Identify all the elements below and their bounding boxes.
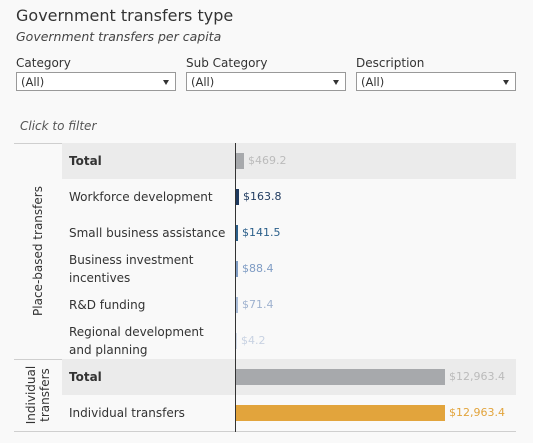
group-individual[interactable]: Individual transfers — [14, 359, 62, 431]
value-label: $163.8 — [243, 190, 282, 203]
bar[interactable] — [236, 369, 445, 385]
filter-category-label: Category — [16, 56, 71, 70]
bar[interactable] — [236, 189, 239, 205]
value-label: $12,963.4 — [449, 406, 505, 419]
chevron-down-icon — [333, 80, 339, 85]
chevron-down-icon — [163, 80, 169, 85]
row-label: Total — [69, 370, 102, 384]
value-label: $141.5 — [242, 226, 281, 239]
filter-sub-category-label: Sub Category — [186, 56, 268, 70]
value-label: $4.2 — [241, 334, 266, 347]
row-label: Total — [69, 154, 102, 168]
value-label: $88.4 — [242, 262, 274, 275]
row-label: Workforce development — [69, 190, 213, 204]
filter-description-value: (All) — [361, 75, 385, 89]
table-bottom-border — [14, 431, 516, 432]
table-row[interactable]: Total — [62, 143, 516, 179]
group-label-individual: Individual transfers — [24, 365, 52, 425]
value-label: $469.2 — [248, 154, 287, 167]
bar[interactable] — [236, 405, 445, 421]
row-label: Small business assistance — [69, 226, 226, 240]
filter-category: Category (All) — [16, 56, 176, 91]
row-label: R&D funding — [69, 298, 146, 312]
page-subtitle: Government transfers per capita — [16, 29, 222, 44]
group-place-based[interactable]: Place-based transfers — [14, 143, 62, 359]
filter-description: Description (All) — [356, 56, 516, 91]
bar[interactable] — [236, 333, 237, 349]
table-row[interactable]: Individual transfers — [62, 395, 516, 431]
filter-sub-category: Sub Category (All) — [186, 56, 346, 91]
value-label: $71.4 — [242, 298, 274, 311]
row-label: Individual transfers — [69, 406, 185, 420]
filter-category-dropdown[interactable]: (All) — [16, 72, 176, 91]
group-label-place-based: Place-based transfers — [31, 186, 45, 316]
bar[interactable] — [236, 261, 238, 277]
value-label: $12,963.4 — [449, 370, 505, 383]
bar[interactable] — [236, 225, 238, 241]
chevron-down-icon — [503, 80, 509, 85]
click-to-filter-hint: Click to filter — [20, 119, 97, 133]
table-row[interactable]: Business investment incentives — [62, 251, 516, 287]
bar[interactable] — [236, 153, 244, 169]
bar-table: Place-based transfers Individual transfe… — [14, 143, 516, 432]
table-row[interactable]: Workforce development — [62, 179, 516, 215]
filter-sub-category-dropdown[interactable]: (All) — [186, 72, 346, 91]
filter-description-dropdown[interactable]: (All) — [356, 72, 516, 91]
filter-category-value: (All) — [21, 75, 45, 89]
table-row[interactable]: R&D funding — [62, 287, 516, 323]
table-row[interactable]: Small business assistance — [62, 215, 516, 251]
filter-description-label: Description — [356, 56, 425, 70]
table-row[interactable]: Regional development and planning — [62, 323, 516, 359]
bar[interactable] — [236, 297, 238, 313]
row-label: Business investment incentives — [69, 253, 194, 285]
zero-axis-line — [235, 143, 236, 432]
page-title: Government transfers type — [16, 6, 234, 25]
row-label: Regional development and planning — [69, 325, 204, 357]
filter-sub-category-value: (All) — [191, 75, 215, 89]
